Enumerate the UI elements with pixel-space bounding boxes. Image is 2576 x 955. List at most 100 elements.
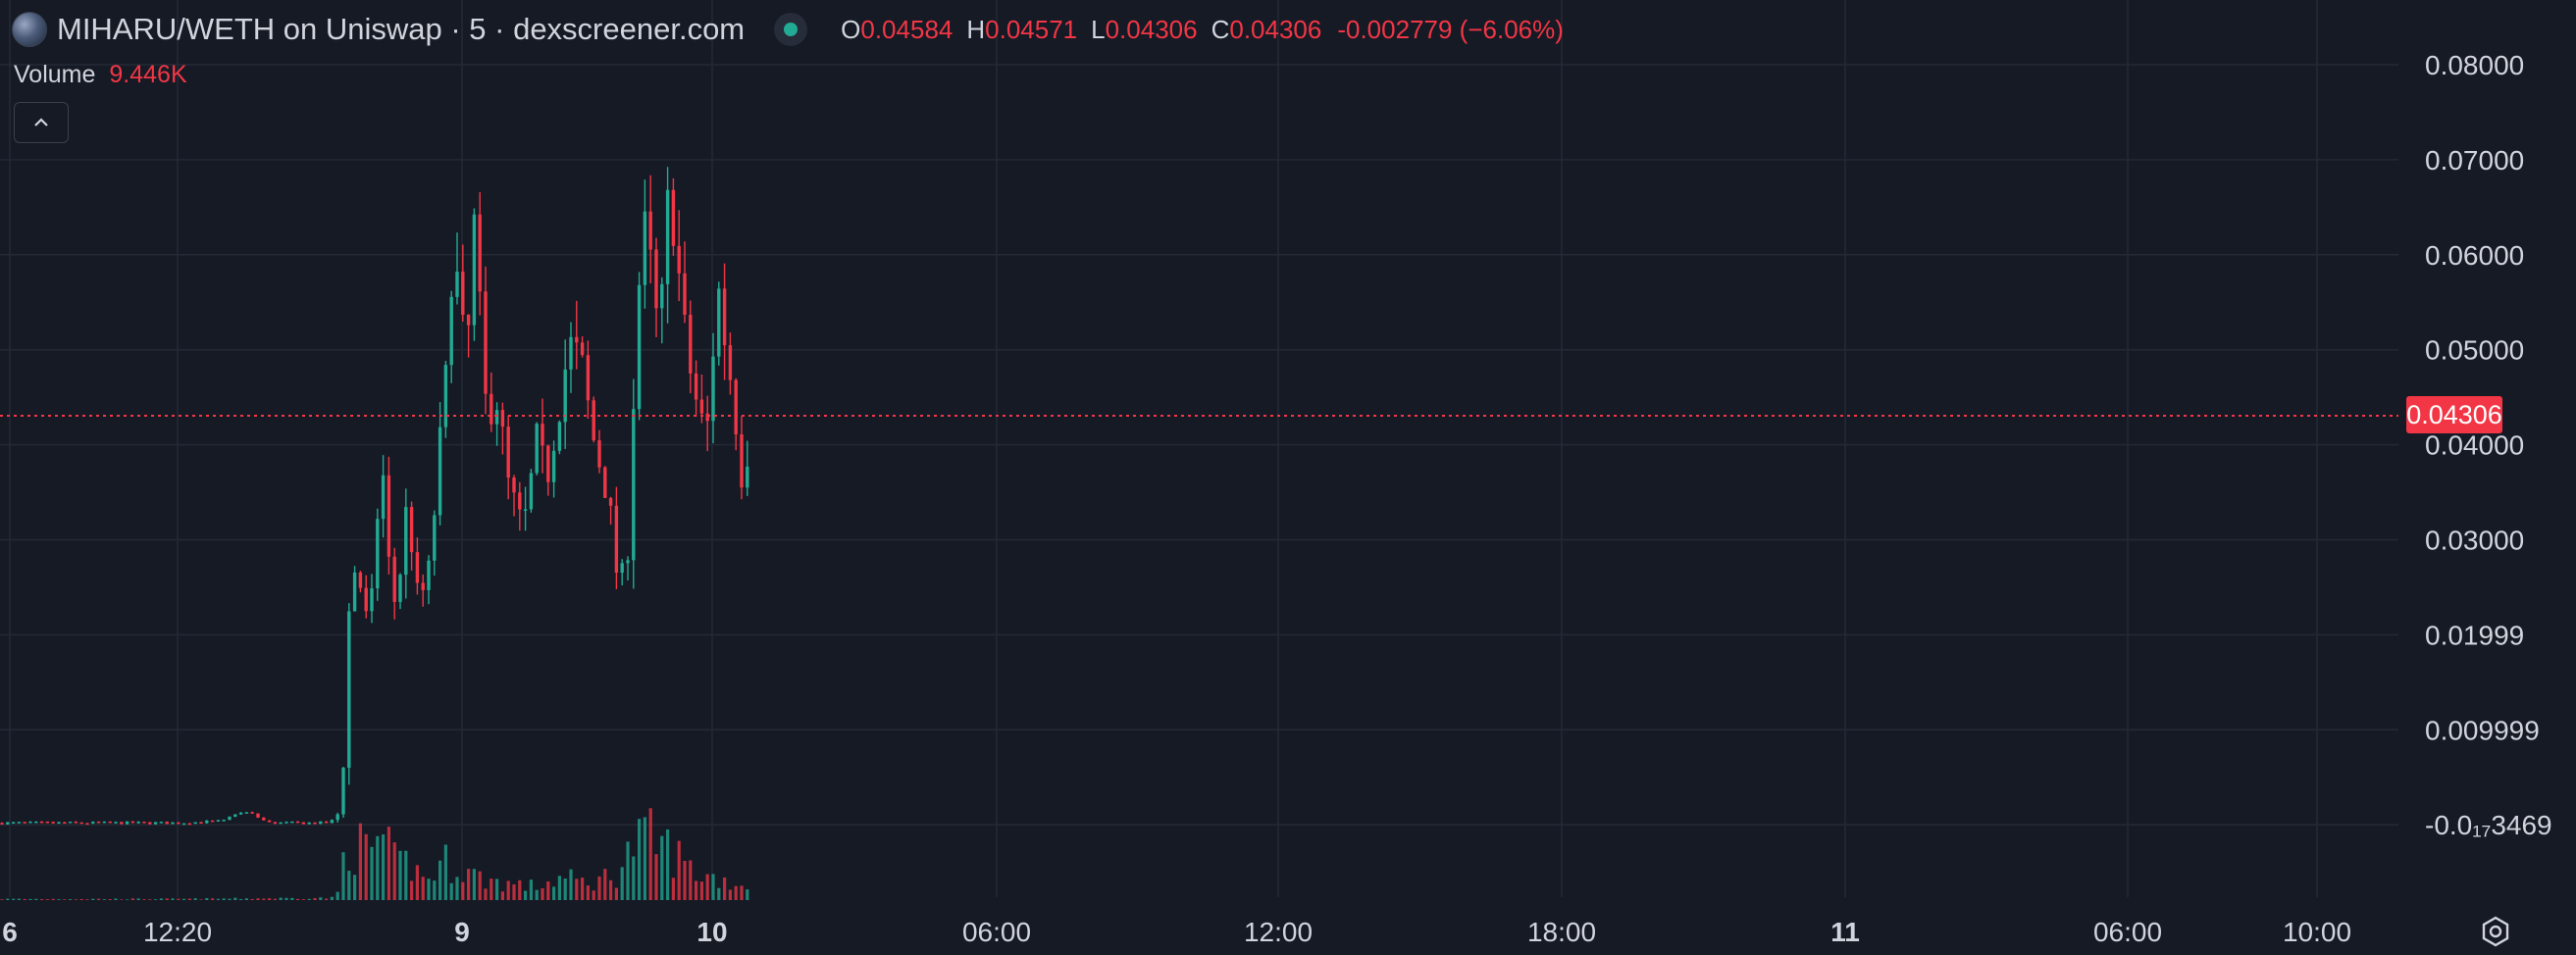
price-tick-label: 0.01999 — [2425, 620, 2524, 650]
low-value: 0.04306 — [1105, 14, 1198, 44]
candle-body — [250, 812, 254, 814]
volume-bar — [478, 871, 482, 900]
volume-bar — [660, 835, 664, 900]
collapse-legend-button[interactable] — [14, 102, 69, 143]
candlesticks — [0, 167, 749, 826]
volume-bar — [546, 880, 550, 900]
candle-body — [114, 822, 118, 824]
volume-bar — [6, 898, 10, 900]
candle-body — [181, 823, 186, 826]
volume-bar — [330, 896, 334, 900]
volume-bar — [638, 819, 642, 900]
candle-body — [301, 822, 306, 825]
time-tick-label: 10 — [696, 917, 727, 947]
volume-bar — [666, 829, 670, 900]
price-tick-label: 0.07000 — [2425, 145, 2524, 176]
candle-body — [74, 821, 78, 824]
volume-bar — [382, 834, 386, 900]
candle-body — [324, 821, 329, 824]
volume-bar — [148, 899, 152, 900]
candle-body — [79, 822, 83, 825]
price-tick-label: -0.0₁₇3469 — [2425, 810, 2552, 840]
candle-body — [386, 475, 391, 557]
time-axis[interactable]: 6 12:20 9 10 06:00 12:00 18:00 11 06:00 10:00 — [2, 917, 2351, 947]
candle-body — [28, 821, 32, 824]
candle-body — [0, 823, 4, 825]
volume-bar — [443, 844, 447, 900]
candle-body — [381, 475, 386, 520]
volume-bar — [40, 899, 44, 900]
volume-bar — [386, 827, 390, 900]
volume-bar — [370, 846, 374, 900]
volume-bar — [250, 898, 254, 900]
volume-bar — [563, 878, 567, 900]
candle-body — [438, 427, 442, 516]
open-key: O — [841, 14, 861, 44]
volume-bar — [415, 865, 419, 900]
live-status-icon[interactable] — [774, 13, 808, 46]
candle-body — [51, 822, 55, 824]
candle-body — [171, 822, 175, 825]
volume-bar — [734, 885, 738, 900]
candle-body — [717, 288, 721, 357]
volume-bar — [136, 898, 140, 900]
volume-bar — [455, 877, 459, 900]
chart-grid — [0, 0, 2398, 897]
volume-bar — [17, 898, 21, 900]
candle-body — [433, 515, 437, 561]
candle-body — [153, 822, 158, 825]
candle-body — [699, 399, 704, 414]
volume-bar — [347, 871, 351, 900]
candle-body — [608, 497, 613, 506]
candle-body — [284, 822, 288, 824]
volume-bar — [45, 899, 49, 900]
volume-bar — [0, 899, 4, 900]
time-tick-label: 06:00 — [962, 917, 1031, 947]
candle-body — [472, 214, 477, 326]
settings-icon[interactable] — [2478, 914, 2513, 949]
candle-body — [341, 768, 345, 815]
volume-bar — [364, 833, 368, 900]
candle-body — [694, 373, 698, 400]
candle-body — [159, 822, 164, 824]
volume-bar — [325, 898, 329, 900]
time-tick-label: 10:00 — [2283, 917, 2351, 947]
volume-bars — [0, 808, 749, 900]
candle-body — [39, 821, 44, 824]
candle-body — [518, 492, 522, 510]
candle-body — [614, 505, 619, 574]
volume-bar — [97, 898, 101, 900]
volume-bar — [187, 898, 191, 900]
volume-value: 9.446K — [109, 61, 187, 88]
volume-bar — [142, 899, 146, 900]
candle-body — [6, 822, 10, 825]
candle-body — [637, 284, 642, 410]
candle-body — [734, 379, 738, 435]
candle-body — [63, 822, 67, 825]
candle-body — [148, 822, 152, 825]
time-tick-label: 9 — [454, 917, 470, 947]
candle-body — [187, 823, 192, 826]
volume-bar — [335, 891, 339, 900]
candle-body — [199, 822, 203, 825]
candle-body — [57, 822, 61, 825]
volume-bar — [746, 889, 749, 900]
volume-bar — [358, 823, 362, 900]
volume-bar — [239, 898, 243, 900]
volume-bar — [130, 898, 134, 900]
volume-bar — [677, 840, 681, 900]
volume-bar — [609, 880, 613, 900]
volume-bar — [91, 898, 95, 900]
volume-bar — [512, 884, 516, 900]
volume-bar — [427, 879, 431, 900]
candle-body — [546, 445, 550, 482]
candle-body — [108, 821, 112, 824]
price-axis[interactable]: 0.08000 0.07000 0.06000 0.05000 0.04000 0.030… — [2425, 50, 2552, 840]
candle-body — [466, 315, 471, 326]
candle-body — [746, 466, 749, 488]
candle-body — [660, 283, 664, 309]
candle-body — [376, 519, 380, 588]
candle-body — [228, 816, 232, 821]
candle-body — [142, 822, 146, 824]
